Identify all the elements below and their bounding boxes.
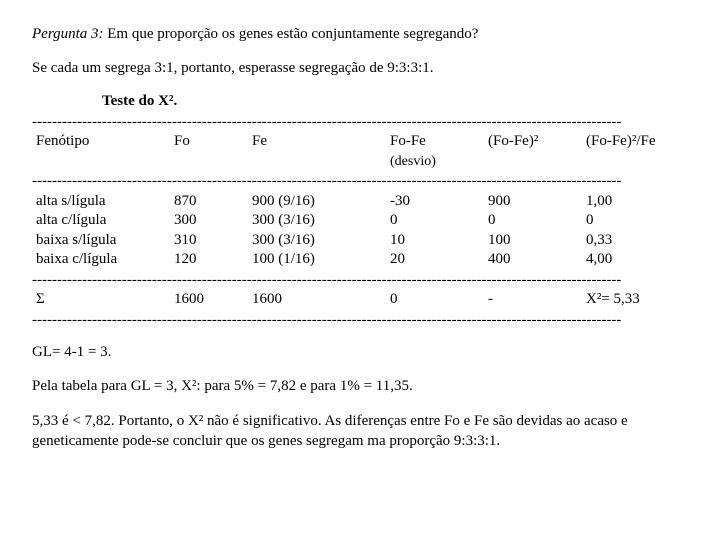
table-row: alta s/lígula 870 900 (9/16) -30 900 1,0… xyxy=(32,192,688,212)
hdr-fo: Fo xyxy=(170,132,248,171)
cell-ratio: 0 xyxy=(582,211,688,231)
table-lookup-line: Pela tabela para GL = 3, X²: para 5% = 7… xyxy=(32,376,688,396)
sum-fe: 1600 xyxy=(248,290,386,310)
cell-sq: 400 xyxy=(484,250,582,270)
hdr-fe: Fe xyxy=(248,132,386,171)
hdr-ratio: (Fo-Fe)²/Fe xyxy=(582,132,688,171)
table-row: baixa c/lígula 120 100 (1/16) 20 400 4,0… xyxy=(32,250,688,270)
cell-phenotype: baixa s/lígula xyxy=(32,231,170,251)
cell-fe: 300 (3/16) xyxy=(248,211,386,231)
test-heading: Teste do X². xyxy=(102,93,688,110)
hr-4: ----------------------------------------… xyxy=(32,312,688,329)
hdr-diff: Fo-Fe (desvio) xyxy=(386,132,484,171)
sum-fo: 1600 xyxy=(170,290,248,310)
hdr-sq: (Fo-Fe)² xyxy=(484,132,582,171)
question-label: Pergunta 3: xyxy=(32,26,104,42)
cell-fe: 300 (3/16) xyxy=(248,231,386,251)
sum-ratio: X²= 5,33 xyxy=(582,290,688,310)
premise-line: Se cada um segrega 3:1, portanto, espera… xyxy=(32,58,688,78)
chi-sum-table: Σ 1600 1600 0 - X²= 5,33 xyxy=(32,290,688,310)
cell-diff: 10 xyxy=(386,231,484,251)
cell-fo: 310 xyxy=(170,231,248,251)
question-line: Pergunta 3: Em que proporção os genes es… xyxy=(32,24,688,44)
header-row: Fenótipo Fo Fe Fo-Fe (desvio) (Fo-Fe)² (… xyxy=(32,132,688,171)
cell-fe: 100 (1/16) xyxy=(248,250,386,270)
hdr-diff-main: Fo-Fe xyxy=(390,133,426,149)
conclusion-line: 5,33 é < 7,82. Portanto, o X² não é sign… xyxy=(32,411,688,452)
cell-diff: 0 xyxy=(386,211,484,231)
cell-sq: 100 xyxy=(484,231,582,251)
cell-ratio: 0,33 xyxy=(582,231,688,251)
sum-row: Σ 1600 1600 0 - X²= 5,33 xyxy=(32,290,688,310)
chi-header-table: Fenótipo Fo Fe Fo-Fe (desvio) (Fo-Fe)² (… xyxy=(32,132,688,171)
cell-fo: 870 xyxy=(170,192,248,212)
sum-label: Σ xyxy=(32,290,170,310)
cell-sq: 900 xyxy=(484,192,582,212)
cell-phenotype: baixa c/lígula xyxy=(32,250,170,270)
gl-line: GL= 4-1 = 3. xyxy=(32,342,688,362)
cell-ratio: 4,00 xyxy=(582,250,688,270)
cell-sq: 0 xyxy=(484,211,582,231)
sum-sq: - xyxy=(484,290,582,310)
cell-phenotype: alta s/lígula xyxy=(32,192,170,212)
question-text: Em que proporção os genes estão conjunta… xyxy=(104,26,479,42)
sum-diff: 0 xyxy=(386,290,484,310)
cell-phenotype: alta c/lígula xyxy=(32,211,170,231)
hdr-diff-sub: (desvio) xyxy=(390,154,436,169)
hdr-phenotype: Fenótipo xyxy=(32,132,170,171)
cell-fe: 900 (9/16) xyxy=(248,192,386,212)
cell-fo: 300 xyxy=(170,211,248,231)
table-row: alta c/lígula 300 300 (3/16) 0 0 0 xyxy=(32,211,688,231)
cell-diff: 20 xyxy=(386,250,484,270)
hr-2: ----------------------------------------… xyxy=(32,173,688,190)
hr-3: ----------------------------------------… xyxy=(32,272,688,289)
table-row: baixa s/lígula 310 300 (3/16) 10 100 0,3… xyxy=(32,231,688,251)
cell-fo: 120 xyxy=(170,250,248,270)
cell-ratio: 1,00 xyxy=(582,192,688,212)
chi-body-table: alta s/lígula 870 900 (9/16) -30 900 1,0… xyxy=(32,192,688,270)
cell-diff: -30 xyxy=(386,192,484,212)
hr-1: ----------------------------------------… xyxy=(32,114,688,131)
